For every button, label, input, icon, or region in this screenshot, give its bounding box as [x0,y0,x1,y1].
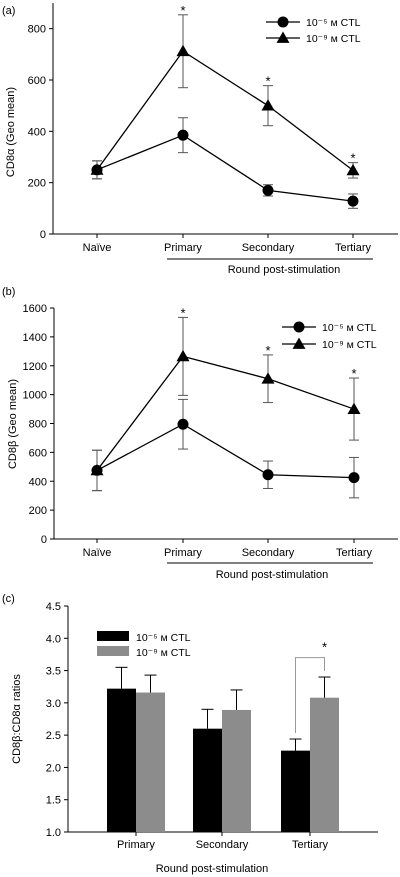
y-tick-label-c-5: 3.5 [46,666,61,678]
bar-c-1-1 [222,709,251,832]
series-line-a-1 [96,50,354,171]
x-axis-title-c: Round post-stimulation [156,863,269,875]
x-tick-label-b-3: Tertiary [336,547,373,559]
data-point-a-1-1 [176,44,190,57]
series-line-b-1 [96,355,355,471]
y-tick-label-b-0: 0 [41,534,47,546]
data-point-b-1-2 [261,372,275,384]
bar-c-1-0 [136,692,165,832]
legend-marker-b-0 [293,321,305,333]
bar-c-0-0 [107,688,136,832]
y-tick-label-b-6: 1200 [23,361,47,373]
x-tick-label-b-2: Secondary [242,547,295,559]
x-axis-title-a: Round post-stimulation [228,264,341,276]
y-tick-label-a-3: 600 [28,75,46,87]
y-tick-label-a-4: 800 [28,24,46,36]
data-point-b-1-3 [347,402,361,414]
significance-star-b-2: * [265,343,270,358]
x-tick-label-c-2: Tertiary [292,839,329,851]
y-tick-label-c-2: 2.0 [46,762,61,774]
panel-label-a: (a) [2,5,15,17]
data-point-a-1-3 [346,163,360,176]
significance-star-a-1: * [180,3,185,18]
panel-label-c: (c) [2,593,15,605]
y-tick-label-b-3: 600 [29,447,47,459]
y-tick-label-c-3: 2.5 [46,730,61,742]
significance-star-b-3: * [351,366,356,381]
data-point-b-0-3 [348,472,360,484]
legend-b-label-1: 10⁻⁵ м CTL [322,322,377,334]
data-point-a-0-2 [262,184,274,196]
legend-marker-b-1 [292,337,306,349]
y-tick-label-b-5: 1000 [23,390,47,402]
x-axis-title-b: Round post-stimulation [216,569,329,581]
bar-c-0-2 [281,750,310,832]
bar-c-0-1 [193,728,222,832]
legend-a-label-2: 10⁻⁹ м CTL [306,33,361,45]
x-tick-label-a-2: Secondary [242,242,295,254]
y-axis-title-c: CD8β:CD8α ratios [11,674,23,764]
series-line-b-0 [96,423,355,479]
data-point-b-0-1 [177,418,189,430]
significance-star-a-3: * [350,151,355,166]
legend-swatch-c-1 [97,646,129,656]
legend-a-label-1: 10⁻⁵ м CTL [306,17,361,29]
y-tick-label-c-7: 4.5 [46,601,61,613]
legend-marker-a-0 [277,16,289,28]
y-tick-label-a-2: 400 [28,126,46,138]
y-axis-title-b: CD8β (Geo mean) [7,379,19,469]
panel-c: (c) CD8β:CD8α ratios Round post-stimulat… [2,593,378,875]
significance-bracket-c [295,657,325,734]
legend-a: 10⁻⁵ м CTL 10⁻⁹ м CTL [306,17,361,45]
y-tick-label-b-7: 1400 [23,332,47,344]
legend-c-label-1: 10⁻⁵ м CTL [136,632,191,644]
legend-c-label-2: 10⁻⁹ м CTL [136,647,191,659]
legend-marker-a-1 [276,31,290,43]
series-line-a-0 [96,134,354,202]
data-point-b-1-0 [90,463,104,476]
panel-label-b: (b) [2,286,15,298]
data-point-b-1-1 [176,349,190,362]
x-tick-label-b-1: Primary [164,547,202,559]
data-point-a-0-3 [347,195,359,207]
data-point-a-1-2 [261,99,275,111]
y-axis-title-a: CD8α (Geo mean) [5,87,17,177]
y-tick-label-b-4: 800 [29,419,47,431]
legend-b-label-2: 10⁻⁹ м CTL [322,339,377,351]
y-tick-label-b-8: 1600 [23,303,47,315]
panel-b: (b) CD8β (Geo mean) Round post-stimulati… [2,286,398,581]
x-tick-label-a-3: Tertiary [335,242,372,254]
y-tick-label-c-4: 3.0 [46,698,61,710]
significance-star-b-1: * [180,305,185,320]
y-tick-label-c-1: 1.5 [46,795,61,807]
data-point-a-1-0 [90,163,104,175]
x-tick-label-b-0: Naïve [83,547,112,559]
legend-b: 10⁻⁵ м CTL 10⁻⁹ м CTL [322,322,377,351]
legend-c: 10⁻⁵ м CTL 10⁻⁹ м CTL [136,632,191,659]
x-tick-label-c-0: Primary [117,839,155,851]
data-point-a-0-1 [177,129,189,141]
y-tick-label-a-1: 200 [28,178,46,190]
panel-a: (a) CD8α (Geo mean) Round post-stimulati… [2,3,398,276]
y-tick-label-a-0: 0 [40,229,46,241]
significance-star-c: * [322,640,327,655]
y-tick-label-c-6: 4.0 [46,633,61,645]
y-tick-label-c-0: 1.0 [46,827,61,839]
significance-star-a-2: * [265,74,270,89]
y-tick-label-b-2: 400 [29,476,47,488]
data-point-b-0-2 [262,469,274,481]
y-tick-label-b-1: 200 [29,505,47,517]
x-tick-label-c-1: Secondary [196,839,249,851]
legend-swatch-c-0 [97,631,129,641]
x-tick-label-a-1: Primary [164,242,202,254]
x-tick-label-a-0: Naïve [83,242,112,254]
bar-c-1-2 [310,697,339,832]
